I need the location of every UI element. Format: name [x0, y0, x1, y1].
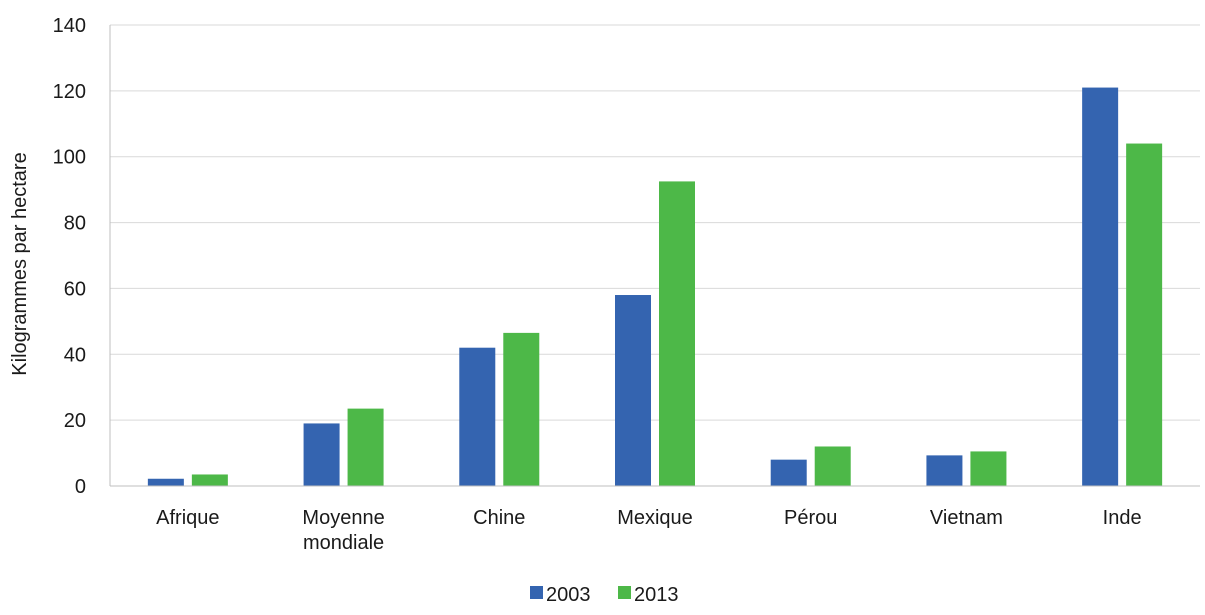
- x-tick-label: Vietnam: [930, 507, 1003, 529]
- bar-2013: [1126, 143, 1163, 487]
- legend-swatch-2003: [530, 586, 543, 599]
- axes: 0 20 40 60 80 100 120 140 Afrique Moyenne mondiale…: [53, 15, 1200, 554]
- x-tick-label: Chine: [473, 507, 525, 529]
- bar-2013: [970, 451, 1007, 486]
- bar-2003: [615, 295, 651, 486]
- y-axis-label: Kilogrammes par hectare: [9, 152, 31, 375]
- y-tick-label: 20: [64, 410, 86, 432]
- y-tick-label: 100: [53, 147, 86, 169]
- legend-label-2013: 2013: [634, 584, 679, 606]
- gridlines: [110, 24, 1200, 421]
- bar-2003: [303, 423, 340, 486]
- bar-2003: [770, 459, 807, 486]
- bar-2013: [503, 332, 540, 486]
- x-tick-label: Moyenne mondiale: [302, 507, 384, 554]
- bars: [147, 87, 1163, 487]
- x-tick-label: Inde: [1103, 507, 1142, 529]
- bar-2013: [814, 446, 851, 486]
- bar-2003: [459, 347, 496, 486]
- y-tick-label: 140: [53, 15, 86, 37]
- bar-2003: [1082, 87, 1119, 487]
- y-tick-label: 0: [75, 476, 86, 498]
- x-tick-label: Afrique: [156, 507, 219, 529]
- bar-2013: [191, 474, 228, 486]
- bar-2003: [926, 455, 963, 486]
- y-tick-label: 120: [53, 81, 86, 103]
- y-tick-label: 40: [64, 344, 86, 366]
- bar-2013: [347, 408, 384, 486]
- legend-label-2003: 2003: [546, 584, 591, 606]
- legend-swatch-2013: [618, 586, 631, 599]
- x-tick-label: Pérou: [784, 507, 837, 529]
- bar-2013: [659, 181, 695, 487]
- y-tick-label: 80: [64, 213, 86, 235]
- x-tick-label: Mexique: [617, 507, 693, 529]
- legend: 2003 2013: [530, 584, 679, 606]
- bar-2003: [147, 478, 184, 486]
- y-tick-label: 60: [64, 278, 86, 300]
